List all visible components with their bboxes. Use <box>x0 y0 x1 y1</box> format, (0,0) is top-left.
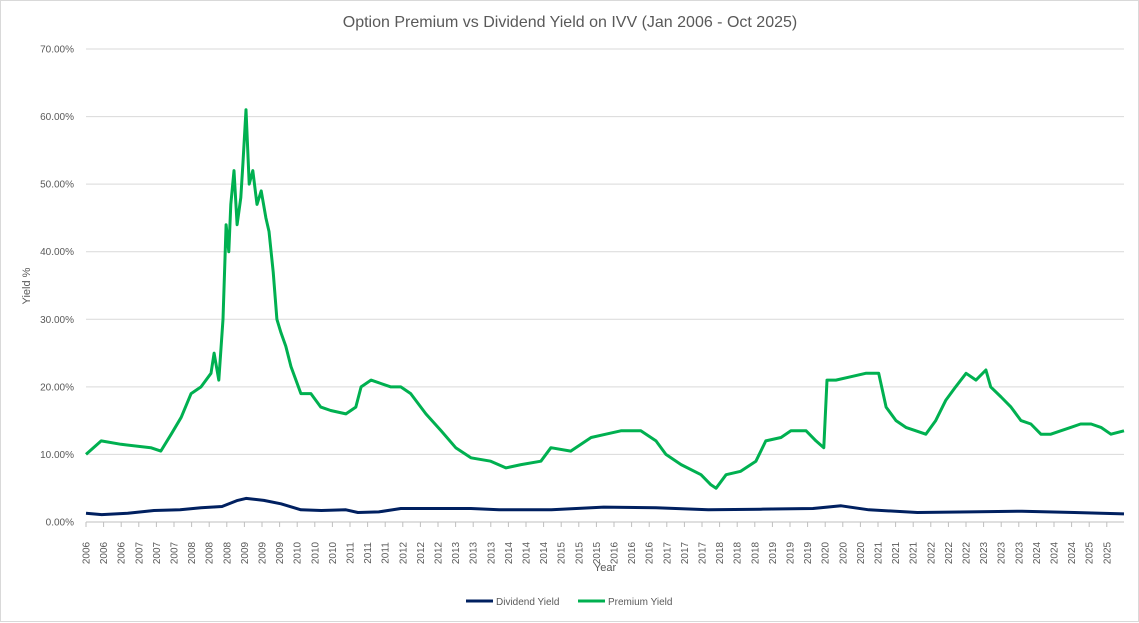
x-tick-label: 2024 <box>1050 541 1061 564</box>
y-axis-ticks: 0.00% 10.00% 20.00% 30.00% 40.00% 50.00% 60.00… <box>40 45 74 529</box>
x-tick-label: 2015 <box>557 541 568 564</box>
x-tick-label: 2010 <box>328 541 339 564</box>
x-tick-label: 2007 <box>134 541 145 564</box>
y-tick-label: 70.00% <box>40 45 74 56</box>
x-tick-label: 2019 <box>803 541 814 564</box>
x-tick-label: 2013 <box>469 541 480 564</box>
x-tick-label: 2025 <box>1085 541 1096 564</box>
x-tick-label: 2025 <box>1102 541 1113 564</box>
x-tick-label: 2015 <box>574 541 585 564</box>
x-tick-label: 2018 <box>715 541 726 564</box>
x-tick-label: 2011 <box>363 542 374 564</box>
y-tick-label: 40.00% <box>40 247 74 258</box>
x-tick-label: 2021 <box>909 541 920 564</box>
x-tick-label: 2016 <box>610 541 621 564</box>
x-tick-label: 2021 <box>891 541 902 564</box>
x-tick-label: 2024 <box>1067 541 1078 564</box>
x-tick-label: 2023 <box>979 541 990 564</box>
x-tick-label: 2007 <box>152 541 163 564</box>
x-tick-label: 2020 <box>856 541 867 564</box>
x-tick-label: 2017 <box>680 541 691 564</box>
x-tick-label: 2014 <box>539 541 550 564</box>
legend-label-premium-yield: Premium Yield <box>608 597 672 608</box>
x-tick-label: 2012 <box>416 541 427 564</box>
x-tick-label: 2008 <box>205 541 216 564</box>
x-tick-label: 2008 <box>222 541 233 564</box>
x-tick-label: 2018 <box>750 541 761 564</box>
x-tick-label: 2022 <box>962 541 973 564</box>
series-line-premium-yield <box>85 108 1125 490</box>
x-tick-label: 2013 <box>451 541 462 564</box>
x-tick-label: 2011 <box>381 542 392 564</box>
x-tick-label: 2016 <box>627 541 638 564</box>
x-tick-label: 2023 <box>997 541 1008 564</box>
x-tick-label: 2009 <box>240 541 251 564</box>
x-tick-label: 2022 <box>926 541 937 564</box>
y-tick-label: 50.00% <box>40 180 74 191</box>
series-line-dividend-yield <box>85 496 1125 517</box>
x-tick-label: 2023 <box>1014 541 1025 564</box>
x-tick-label: 2007 <box>170 541 181 564</box>
x-tick-label: 2017 <box>662 541 673 564</box>
x-tick-label: 2010 <box>293 541 304 564</box>
y-tick-label: 30.00% <box>40 315 74 326</box>
x-axis-label: Year <box>594 562 617 574</box>
x-tick-label: 2011 <box>346 542 357 564</box>
x-tick-label: 2006 <box>117 541 128 564</box>
x-tick-label: 2013 <box>486 541 497 564</box>
x-tick-label: 2021 <box>874 541 885 564</box>
x-tick-label: 2006 <box>99 541 110 564</box>
legend-label-dividend-yield: Dividend Yield <box>496 597 559 608</box>
x-tick-label: 2012 <box>398 541 409 564</box>
gridlines <box>86 48 1124 523</box>
x-tick-label: 2014 <box>522 541 533 564</box>
x-tick-label: 2010 <box>310 541 321 564</box>
x-tick-label: 2022 <box>944 541 955 564</box>
y-tick-label: 0.00% <box>46 518 74 529</box>
y-axis-label: Yield % <box>21 267 33 304</box>
x-tick-label: 2009 <box>275 541 286 564</box>
x-tick-label: 2024 <box>1032 541 1043 564</box>
x-tick-label: 2016 <box>645 541 656 564</box>
y-tick-label: 20.00% <box>40 382 74 393</box>
x-tick-label: 2006 <box>82 541 93 564</box>
y-tick-label: 60.00% <box>40 112 74 123</box>
chart-title: Option Premium vs Dividend Yield on IVV … <box>343 14 797 31</box>
y-tick-label: 10.00% <box>40 450 74 461</box>
x-tick-label: 2018 <box>733 541 744 564</box>
x-tick-label: 2020 <box>838 541 849 564</box>
x-tick-label: 2014 <box>504 541 515 564</box>
x-tick-label: 2019 <box>786 541 797 564</box>
x-tick-label: 2020 <box>821 541 832 564</box>
x-tick-label: 2017 <box>698 541 709 564</box>
x-tick-label: 2019 <box>768 541 779 564</box>
legend: Dividend Yield Premium Yield <box>466 597 672 608</box>
x-tick-label: 2009 <box>258 541 269 564</box>
series-lines <box>85 108 1125 517</box>
x-tick-label: 2012 <box>434 541 445 564</box>
x-axis-ticks: 2006 2006 2006 2007 2007 2007 2008 2008 2008 2009… <box>82 522 1113 564</box>
x-tick-label: 2008 <box>187 541 198 564</box>
x-tick-label: 2015 <box>592 541 603 564</box>
